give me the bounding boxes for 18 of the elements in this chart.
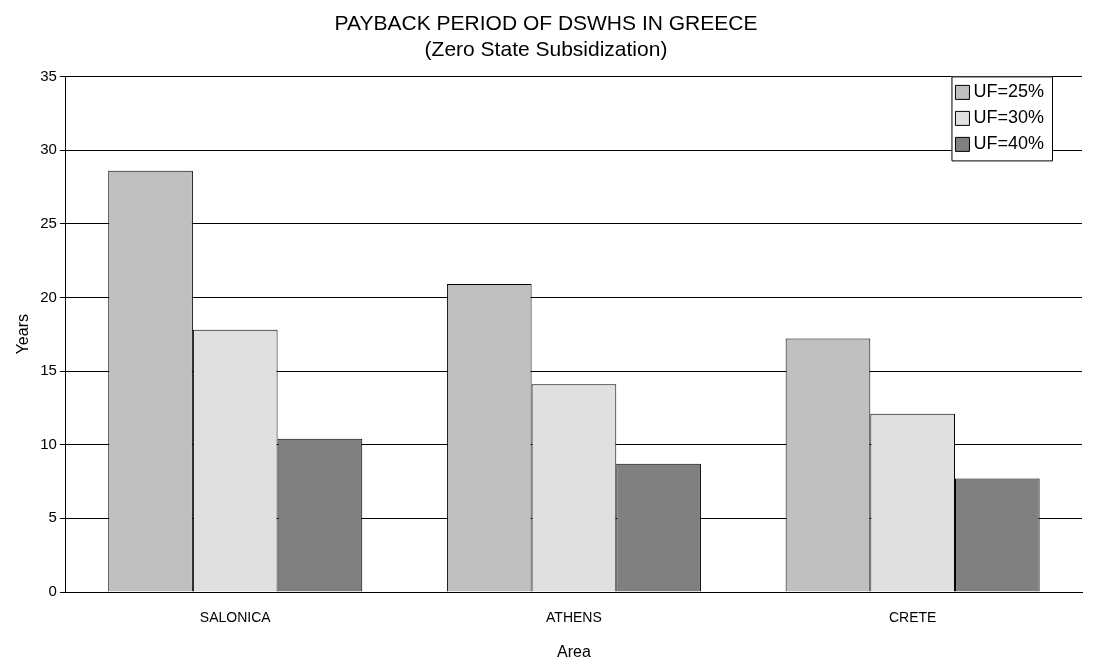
y-tick-label: 25	[40, 213, 57, 231]
x-tick-label: ATHENS	[546, 609, 602, 626]
legend-label: UF=30%	[973, 107, 1045, 128]
x-axis-title: Area	[557, 642, 591, 660]
y-axis-title: Years	[14, 314, 32, 355]
x-tick-label: SALONICA	[199, 609, 272, 626]
y-tick-label: 30	[40, 140, 57, 158]
y-tick-label: 0	[48, 582, 57, 600]
legend-label: UF=40%	[973, 133, 1045, 154]
y-tick-label: 5	[48, 508, 57, 526]
y-tick-label: 35	[40, 66, 57, 84]
chart-subtitle: (Zero State Subsidization)	[424, 36, 668, 60]
legend-label: UF=25%	[973, 81, 1045, 102]
y-tick-label: 20	[40, 287, 57, 305]
chart-title: PAYBACK PERIOD OF DSWHS IN GREECE	[334, 11, 758, 35]
y-tick-label: 10	[40, 434, 57, 452]
x-tick-label: CRETE	[888, 609, 937, 626]
y-tick-label: 15	[40, 361, 57, 379]
